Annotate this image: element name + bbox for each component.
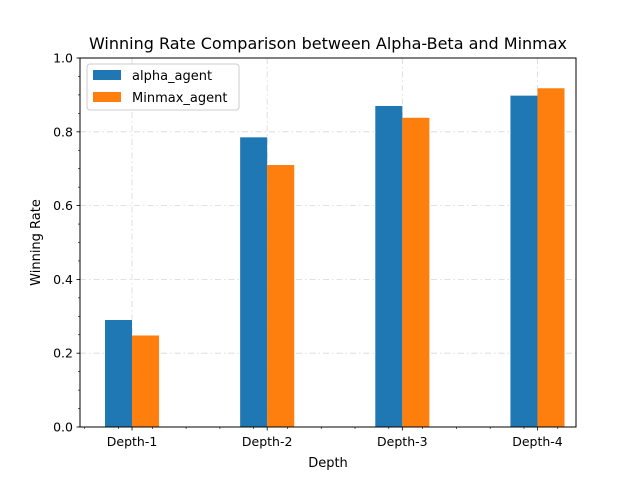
- x-tick-label: Depth-4: [512, 434, 563, 449]
- legend-swatch-minmax-agent: [93, 92, 121, 102]
- bar-minmax-agent-depth-1: [132, 335, 160, 427]
- bars-layer: [105, 88, 565, 428]
- y-tick-label: 1.0: [53, 51, 73, 66]
- bar-alpha-agent-depth-4: [510, 95, 538, 427]
- y-tick-label: 0.4: [53, 272, 73, 287]
- legend-frame: [86, 63, 240, 111]
- x-tick-label: Depth-2: [242, 434, 293, 449]
- y-tick-label: 0.6: [53, 198, 73, 213]
- x-axis-label: Depth: [308, 456, 348, 471]
- legend: alpha_agent Minmax_agent: [86, 63, 240, 111]
- ticks-layer: 0.0 0.2 0.4 0.6 0.8 1.0 Depth-1 Depth-2 Depth-3 D…: [53, 51, 563, 450]
- y-tick-label: 0.2: [53, 346, 73, 361]
- bar-minmax-agent-depth-2: [267, 165, 295, 427]
- x-tick-label: Depth-3: [377, 434, 428, 449]
- legend-label-minmax-agent: Minmax_agent: [132, 91, 227, 106]
- legend-label-alpha-agent: alpha_agent: [132, 69, 212, 84]
- bar-alpha-agent-depth-3: [375, 105, 403, 427]
- y-axis-label: Winning Rate: [29, 199, 44, 286]
- y-tick-label: 0.0: [53, 420, 73, 435]
- bar-alpha-agent-depth-1: [105, 319, 133, 427]
- chart-title: Winning Rate Comparison between Alpha-Be…: [89, 34, 567, 53]
- bar-minmax-agent-depth-4: [537, 88, 565, 428]
- x-tick-label: Depth-1: [107, 434, 158, 449]
- bar-minmax-agent-depth-3: [402, 117, 430, 427]
- bar-alpha-agent-depth-2: [240, 137, 268, 427]
- legend-swatch-alpha-agent: [93, 70, 121, 80]
- y-tick-label: 0.8: [53, 124, 73, 139]
